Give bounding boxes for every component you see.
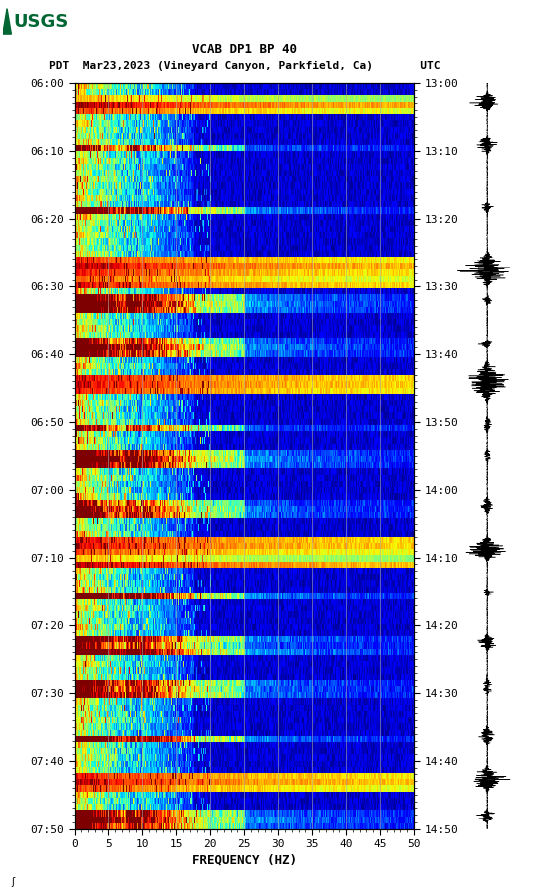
X-axis label: FREQUENCY (HZ): FREQUENCY (HZ)	[192, 854, 297, 866]
Polygon shape	[3, 9, 12, 34]
Text: USGS: USGS	[13, 13, 69, 31]
Text: ʃ: ʃ	[11, 877, 14, 887]
Text: VCAB DP1 BP 40: VCAB DP1 BP 40	[192, 43, 297, 55]
Text: PDT  Mar23,2023 (Vineyard Canyon, Parkfield, Ca)       UTC: PDT Mar23,2023 (Vineyard Canyon, Parkfie…	[49, 61, 440, 71]
